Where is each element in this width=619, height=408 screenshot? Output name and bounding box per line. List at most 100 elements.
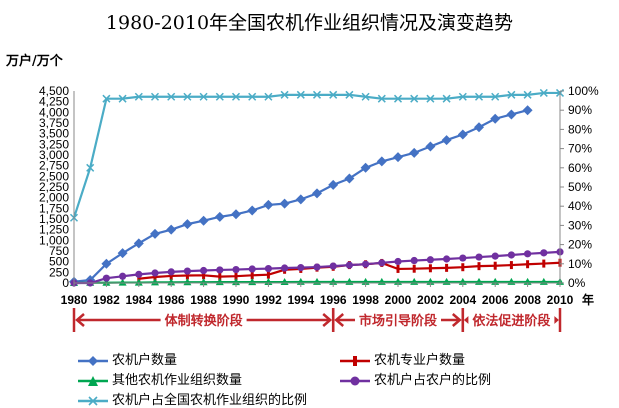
legend-label: 农机户数量 bbox=[112, 353, 178, 368]
data-point bbox=[102, 94, 111, 103]
data-point bbox=[428, 264, 432, 273]
data-point bbox=[491, 252, 499, 260]
data-point bbox=[393, 152, 403, 163]
data-point bbox=[506, 109, 517, 120]
data-point bbox=[443, 255, 451, 263]
data-point bbox=[216, 266, 224, 274]
x-tick-label: 1982 bbox=[93, 293, 120, 307]
phase-label-bg bbox=[468, 311, 555, 329]
phase-arrowhead-right-icon bbox=[322, 313, 333, 327]
phase-label: 市场引导阶段 bbox=[359, 313, 437, 329]
x-tick-label: 2008 bbox=[514, 293, 541, 307]
x-tick-label: 1996 bbox=[320, 293, 347, 307]
legend-marker-x-icon bbox=[78, 395, 108, 406]
legend-marker-triangle-icon bbox=[78, 375, 108, 386]
data-point bbox=[166, 224, 177, 235]
data-point bbox=[231, 209, 241, 220]
data-point bbox=[202, 271, 206, 280]
data-point bbox=[153, 273, 157, 282]
data-point bbox=[231, 92, 241, 101]
data-point bbox=[457, 129, 468, 140]
data-point bbox=[360, 162, 371, 173]
x-tick-label: 1986 bbox=[158, 293, 185, 307]
data-point bbox=[329, 262, 337, 270]
data-point bbox=[410, 256, 418, 265]
x-tick-label: 1994 bbox=[287, 293, 314, 307]
data-point bbox=[86, 163, 95, 172]
y-left-tick-label: 750 bbox=[49, 244, 69, 258]
data-point bbox=[199, 92, 208, 101]
x-tick-label: 1984 bbox=[125, 293, 152, 307]
data-point bbox=[218, 272, 222, 281]
data-point bbox=[396, 264, 400, 273]
chart-title: 1980-2010年全国农机作业组织情况及演变趋势 bbox=[105, 12, 514, 34]
data-point bbox=[296, 90, 305, 99]
data-point bbox=[183, 267, 191, 275]
data-point bbox=[150, 92, 160, 101]
y-right-tick-label: 100% bbox=[568, 84, 599, 98]
data-point bbox=[101, 258, 112, 269]
legend-item-4: 农机户占全国农机作业组织的比例 bbox=[78, 389, 307, 408]
x-tick-label: 2000 bbox=[385, 293, 412, 307]
data-point bbox=[279, 198, 290, 209]
data-point bbox=[393, 94, 403, 103]
data-point bbox=[377, 94, 386, 103]
phase-arrowhead-right-icon bbox=[451, 313, 462, 327]
data-point bbox=[345, 90, 354, 99]
data-point bbox=[409, 147, 420, 158]
data-point bbox=[297, 264, 305, 272]
data-point bbox=[200, 266, 208, 275]
data-point bbox=[198, 215, 209, 226]
data-point bbox=[474, 122, 484, 133]
data-point bbox=[295, 194, 306, 205]
y-axis-left-label: 万户/万个 bbox=[6, 54, 63, 69]
x-tick-label: 2006 bbox=[482, 293, 509, 307]
legend-label: 农机专业户数量 bbox=[374, 353, 466, 368]
data-point bbox=[522, 105, 533, 116]
data-point bbox=[281, 264, 289, 272]
data-point bbox=[378, 259, 386, 267]
y-right-tick-label: 30% bbox=[568, 218, 592, 232]
x-tick-label: 2002 bbox=[417, 293, 444, 307]
y-left-tick-label: 250 bbox=[49, 265, 69, 279]
data-point bbox=[214, 211, 225, 222]
data-point bbox=[266, 270, 270, 279]
data-point bbox=[394, 257, 402, 266]
data-point bbox=[182, 219, 193, 230]
x-tick-label: 1998 bbox=[352, 293, 379, 307]
phase-0: 体制转换阶段 bbox=[72, 308, 335, 332]
legend-marker-diamond-icon bbox=[78, 355, 108, 366]
data-point bbox=[458, 92, 467, 101]
data-point bbox=[169, 271, 173, 280]
data-point bbox=[524, 250, 532, 258]
data-point bbox=[474, 92, 484, 101]
y-left-tick-label: 2,250 bbox=[39, 180, 69, 194]
data-point bbox=[376, 156, 387, 167]
data-point bbox=[542, 259, 546, 268]
data-point bbox=[526, 260, 530, 269]
data-point bbox=[185, 271, 189, 280]
y-right-tick-label: 60% bbox=[568, 161, 592, 175]
y-right-tick-label: 10% bbox=[568, 257, 592, 271]
y-right-tick-label: 50% bbox=[568, 180, 592, 194]
phase-arrowhead-left-icon bbox=[75, 313, 85, 327]
data-point bbox=[477, 262, 481, 271]
x-tick-label: 1988 bbox=[190, 293, 217, 307]
y-right-tick-label: 40% bbox=[568, 199, 592, 213]
data-point bbox=[234, 272, 238, 281]
phase-1: 市场引导阶段 bbox=[331, 308, 465, 332]
y-left-tick-label: 0 bbox=[62, 276, 69, 290]
data-point bbox=[102, 278, 111, 286]
y-left-tick-label: 1,750 bbox=[39, 201, 69, 215]
y-right-tick-label: 80% bbox=[568, 122, 592, 136]
y-left-tick-label: 1,000 bbox=[39, 233, 69, 247]
data-point bbox=[264, 265, 272, 273]
series-line bbox=[72, 91, 560, 219]
legend-item-0: 农机户数量 bbox=[78, 349, 177, 368]
data-point bbox=[361, 92, 370, 101]
y-left-tick-label: 4,000 bbox=[39, 105, 69, 119]
data-point bbox=[442, 94, 451, 103]
data-point bbox=[263, 199, 274, 210]
data-point bbox=[491, 92, 500, 101]
data-point bbox=[134, 278, 143, 286]
